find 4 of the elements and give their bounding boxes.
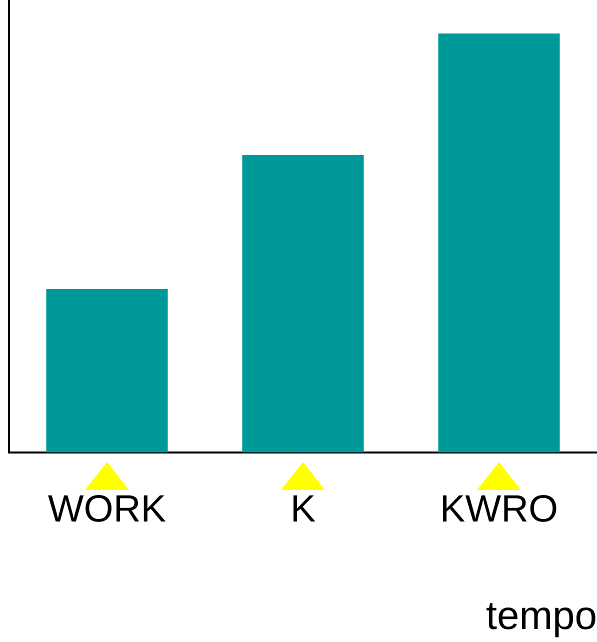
x-axis-title: tempo — [486, 594, 597, 638]
x-tick-label: WORK — [48, 488, 166, 531]
x-tick-label: K — [290, 488, 316, 531]
x-tick-label: KWRO — [440, 488, 558, 531]
